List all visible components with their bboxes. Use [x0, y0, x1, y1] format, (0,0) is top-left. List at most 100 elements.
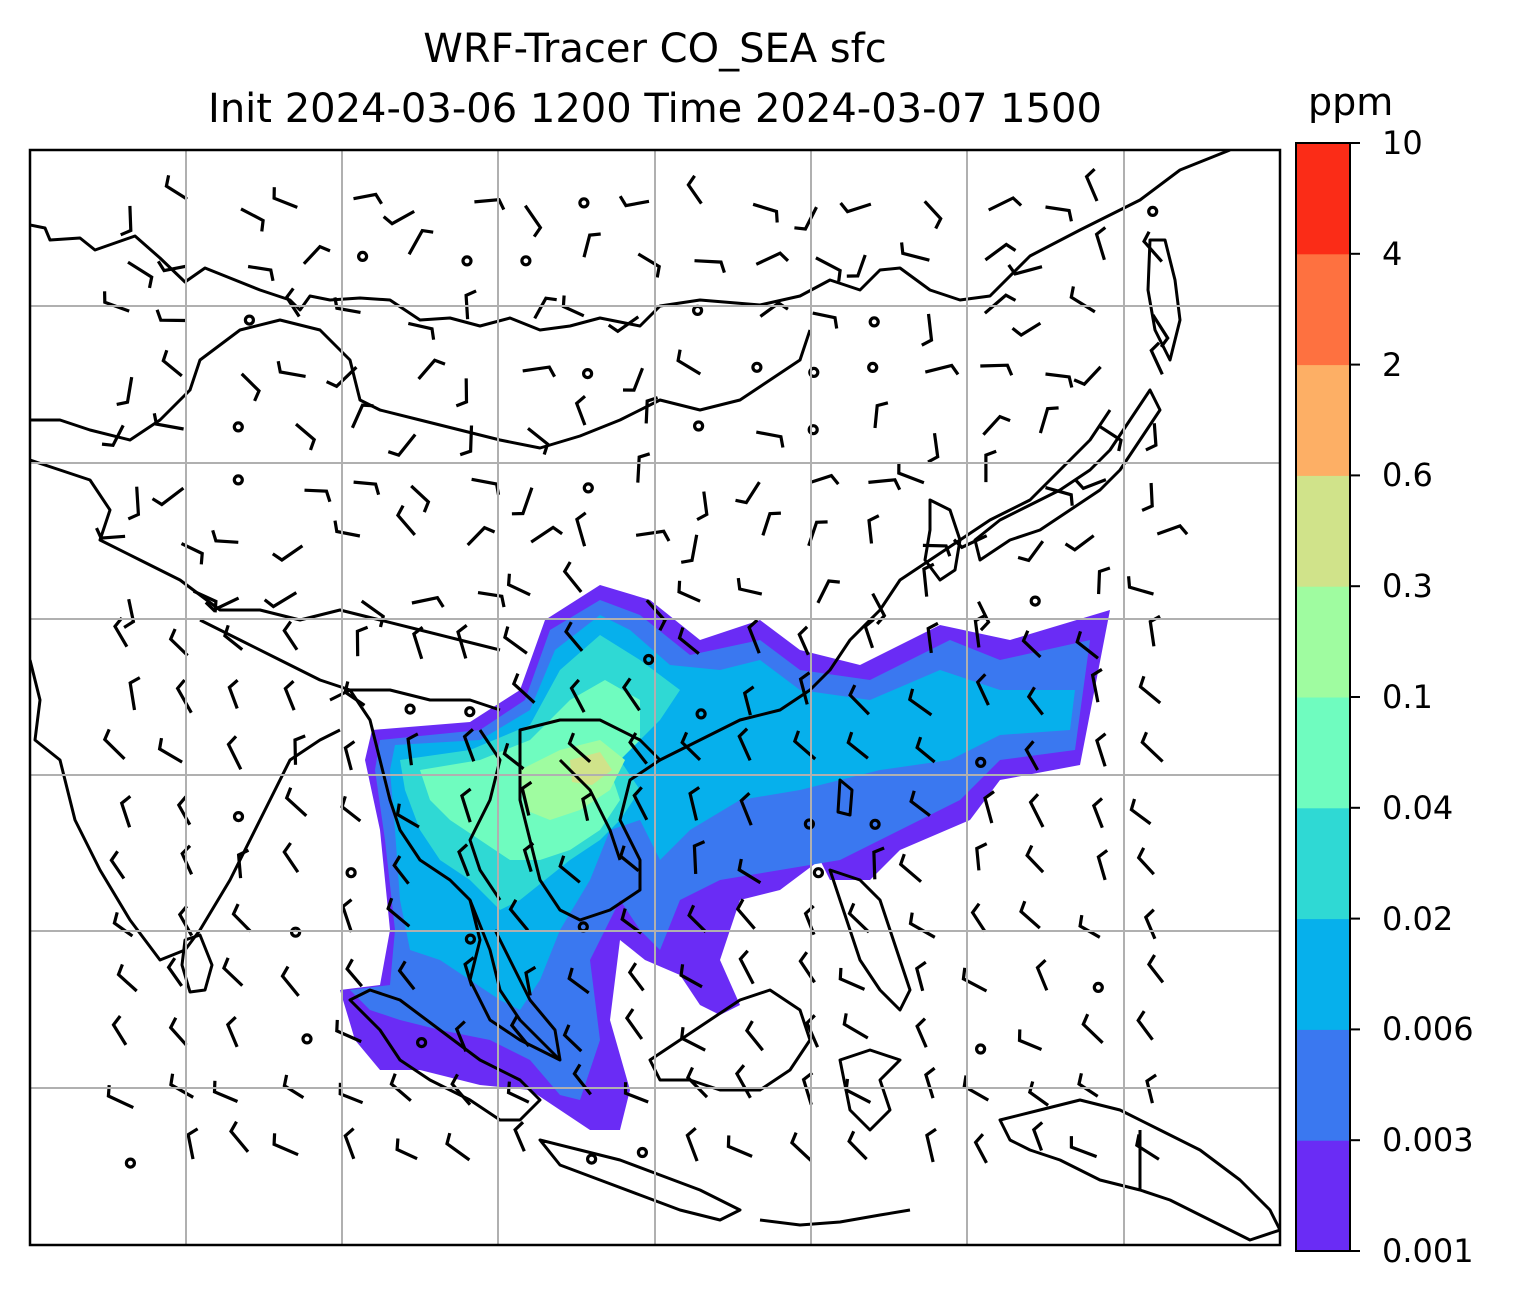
wind-barb [1091, 797, 1104, 829]
wind-barb [1073, 365, 1102, 387]
calm-wind-marker [808, 366, 820, 378]
wind-barb [815, 256, 842, 282]
colorbar-tick-label: 0.04 [1382, 788, 1454, 827]
wind-barb [1081, 1013, 1104, 1044]
wind-barb [621, 677, 641, 712]
colorbar-segment [1296, 475, 1350, 587]
wind-barb [924, 1066, 936, 1099]
wind-barb [533, 296, 557, 320]
colorbar-segment [1296, 253, 1350, 366]
wind-barb [1136, 847, 1155, 876]
wind-barb [1021, 630, 1042, 659]
coastline-java [538, 1138, 742, 1222]
wind-barb [927, 432, 940, 464]
colorbar-segment [1296, 143, 1350, 255]
wind-barb [923, 200, 943, 230]
wind-barb [397, 960, 416, 991]
border-myanmar-thai [468, 729, 502, 901]
wind-barb [816, 579, 840, 604]
wind-barb [109, 850, 126, 880]
wind-barb [898, 853, 923, 883]
calm-wind-marker [975, 756, 987, 769]
wind-barb [240, 372, 261, 402]
wind-barb [524, 965, 537, 996]
wind-barb [688, 786, 701, 821]
wind-barb [410, 484, 431, 513]
wind-barb [635, 529, 671, 542]
wind-barb [685, 1126, 699, 1162]
wind-barb [459, 425, 474, 457]
wind-barb [1045, 486, 1074, 506]
wind-barb [738, 949, 755, 985]
wind-barb [1129, 798, 1152, 826]
wind-barb [810, 473, 840, 486]
wind-barb [341, 898, 353, 933]
wind-barb [620, 908, 643, 935]
wind-barb [282, 842, 300, 873]
wind-barb [102, 728, 126, 761]
wind-barb [1096, 849, 1109, 881]
wind-barb [338, 1082, 364, 1105]
calm-wind-marker [807, 424, 819, 436]
wind-barb [622, 367, 644, 392]
wind-barb [247, 264, 275, 282]
wind-barb [1156, 524, 1189, 536]
wind-barb [263, 591, 298, 609]
wind-barb [204, 596, 240, 612]
wind-barb [962, 1075, 990, 1102]
colorbar-tick-label: 0.02 [1382, 899, 1454, 938]
wind-barb [848, 684, 871, 716]
wind-barb [867, 514, 880, 544]
wind-barb [1045, 372, 1074, 388]
wind-barb [119, 795, 132, 828]
wind-barb [624, 1008, 644, 1040]
coastline-north-asia [30, 150, 1231, 332]
wind-barb [846, 254, 867, 278]
wind-barb [900, 242, 930, 262]
wind-barb [335, 1019, 362, 1044]
wind-barb [687, 904, 707, 933]
wind-barb [116, 376, 134, 406]
wind-barb [103, 291, 130, 313]
wind-barb [522, 842, 535, 873]
wind-barb [360, 599, 386, 628]
wind-barb [386, 897, 411, 928]
wind-barb [477, 591, 506, 608]
calm-wind-marker [974, 1043, 987, 1055]
wind-barb [530, 525, 564, 544]
wind-barb [846, 731, 869, 760]
wind-barb [1127, 576, 1154, 596]
wind-barb [1135, 1134, 1160, 1161]
wind-barb [1094, 226, 1107, 261]
wind-barb [1095, 732, 1107, 767]
wind-barb [844, 1078, 872, 1104]
wind-barb [511, 487, 534, 516]
calm-wind-marker [290, 926, 302, 938]
wind-barb [922, 562, 935, 597]
wind-barb [847, 1130, 868, 1161]
wind-barb [1145, 423, 1158, 452]
wind-barb [503, 626, 528, 655]
wind-barb [842, 1013, 869, 1040]
wind-barb [632, 786, 649, 821]
wind-barb [567, 732, 592, 763]
wind-barb [522, 365, 557, 378]
calm-wind-marker [751, 361, 763, 373]
wind-barb [847, 902, 871, 934]
wind-barb [558, 855, 581, 884]
border-himalaya [199, 618, 501, 712]
wind-barb [744, 1020, 764, 1052]
calm-wind-marker [578, 197, 590, 209]
plume-level-0.3 [570, 752, 612, 785]
wind-barb [355, 625, 369, 657]
calm-wind-marker [582, 482, 594, 494]
wind-barb [1077, 1072, 1099, 1098]
calm-wind-marker [812, 867, 825, 879]
wind-barb [157, 737, 183, 764]
wind-barb [166, 957, 184, 987]
wind-barb [325, 366, 358, 389]
wind-barb [975, 842, 988, 871]
map-title-line2: Init 2024-03-06 1200 Time 2024-03-07 150… [208, 86, 1102, 132]
wind-barb [345, 958, 364, 988]
